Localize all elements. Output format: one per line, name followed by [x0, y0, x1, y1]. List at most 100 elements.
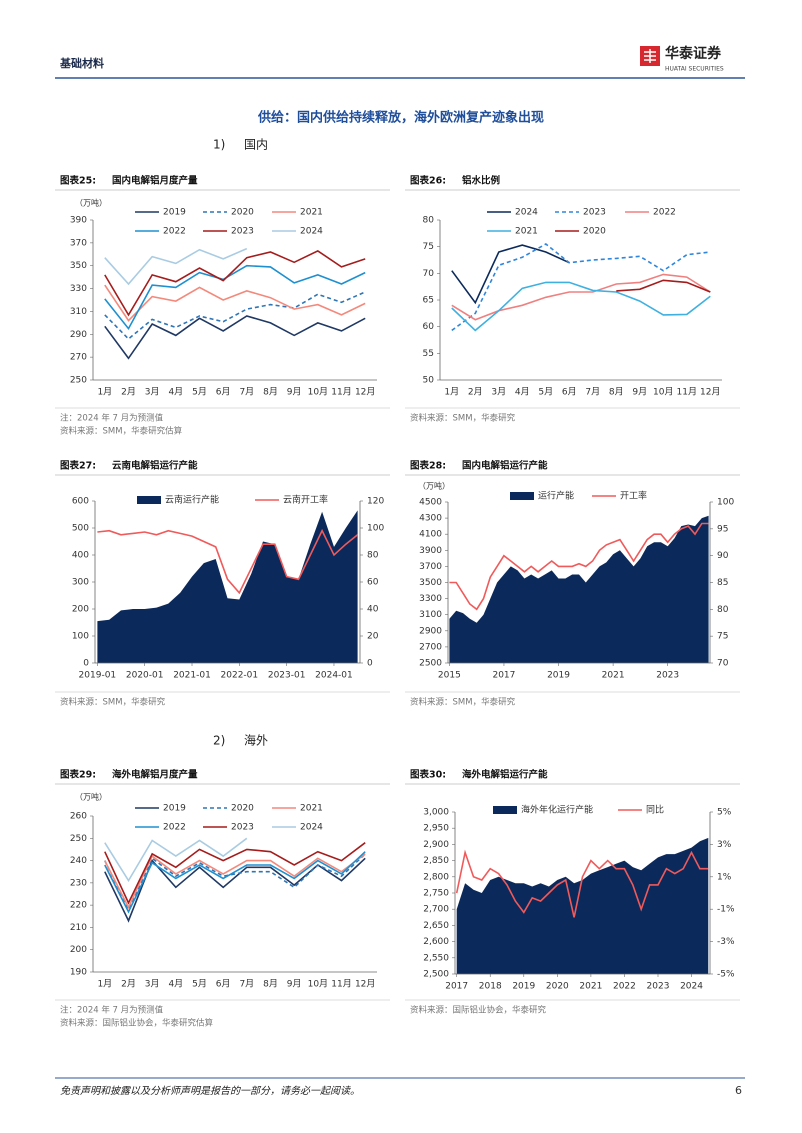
y2-tick-label: -5% [717, 970, 735, 980]
header-section: 基础材料 [59, 56, 104, 70]
x-tick-label: 4月 [168, 387, 183, 398]
x-tick-label: 2021 [579, 982, 602, 992]
x-tick-label: 6月 [216, 979, 231, 990]
y-tick-label: 2,900 [423, 840, 449, 850]
y2-tick-label: 100 [367, 524, 384, 534]
y-tick-label: 350 [70, 261, 87, 271]
area [97, 510, 358, 663]
x-tick-label: 2023-01 [268, 671, 306, 681]
figure-title: 铝水比例 [462, 175, 500, 187]
x-tick-label: 8月 [609, 387, 624, 398]
x-tick-label: 2020 [546, 982, 569, 992]
y2-tick-label: 40 [367, 605, 379, 615]
line [451, 281, 711, 332]
line [451, 244, 570, 305]
y-tick-label: 3100 [419, 610, 442, 620]
y-tick-label: 310 [70, 307, 87, 317]
legend-label: 云南开工率 [283, 494, 328, 506]
x-tick-label: 11月 [331, 387, 351, 398]
line [104, 315, 366, 360]
legend-label: 同比 [646, 804, 664, 816]
y2-tick-label: -1% [717, 905, 735, 915]
x-tick-label: 9月 [632, 387, 647, 398]
source: 资料来源：SMM，华泰研究估算 [60, 426, 183, 437]
legend-label: 2019 [163, 804, 186, 814]
y2-tick-label: 80 [717, 605, 729, 615]
legend-label: 运行产能 [538, 490, 574, 502]
x-tick-label: 2021 [602, 671, 625, 681]
y-tick-label: 60 [423, 322, 435, 332]
logo-mark [644, 49, 656, 63]
x-tick-label: 8月 [263, 979, 278, 990]
y-tick-label: 75 [423, 242, 434, 252]
y2-tick-label: -3% [717, 937, 735, 947]
x-tick-label: 2017 [445, 982, 468, 992]
x-tick-label: 2022-01 [221, 671, 259, 681]
legend-label: 2022 [163, 823, 186, 833]
y2-tick-label: 0 [367, 659, 373, 669]
y-tick-label: 65 [423, 296, 434, 306]
y-tick-label: 500 [72, 524, 89, 534]
y-tick-label: 4300 [419, 514, 442, 524]
x-tick-label: 2021-01 [173, 671, 211, 681]
x-tick-label: 2022 [613, 982, 636, 992]
y-tick-label: 220 [70, 901, 87, 911]
figure-label: 图表25: [60, 175, 96, 187]
line [104, 851, 366, 914]
source: 资料来源：国际铝业协会，华泰研究 [410, 1005, 547, 1016]
x-tick-label: 11月 [677, 387, 697, 398]
x-tick-label: 2024 [680, 982, 703, 992]
y-tick-label: 55 [423, 349, 434, 359]
figure-label: 图表28: [410, 460, 446, 472]
unit-label: （万吨） [75, 792, 107, 802]
y2-tick-label: 1% [717, 872, 732, 882]
y-tick-label: 330 [70, 284, 87, 294]
y2-tick-label: 80 [367, 551, 379, 561]
y-tick-label: 2,650 [423, 921, 449, 931]
x-tick-label: 1月 [97, 387, 112, 398]
x-tick-label: 1月 [97, 979, 112, 990]
line [104, 837, 248, 883]
figure-title: 国内电解铝月度产量 [112, 175, 198, 187]
x-tick-label: 7月 [239, 979, 254, 990]
legend-label: 2024 [300, 227, 323, 237]
line [104, 853, 366, 912]
y-tick-label: 3700 [419, 562, 442, 572]
y-tick-label: 3900 [419, 546, 442, 556]
x-tick-label: 9月 [287, 979, 302, 990]
y2-tick-label: 3% [717, 840, 732, 850]
source: 资料来源：SMM，华泰研究 [410, 413, 516, 424]
legend-label: 2020 [231, 804, 254, 814]
subheading-number: 1) [213, 138, 225, 152]
figure-label: 图表30: [410, 769, 446, 781]
note: 注：2024 年 7 月为预测值 [60, 1005, 164, 1016]
y-tick-label: 390 [70, 216, 87, 226]
line [104, 249, 366, 317]
legend-label: 2023 [231, 227, 254, 237]
x-tick-label: 11月 [331, 979, 351, 990]
figure-label: 图表27: [60, 460, 96, 472]
source: 资料来源：国际铝业协会，华泰研究估算 [60, 1018, 214, 1029]
y-tick-label: 250 [70, 376, 87, 386]
line [104, 842, 366, 905]
note: 注：2024 年 7 月为预测值 [60, 413, 164, 424]
y-tick-label: 80 [423, 216, 435, 226]
legend-label: 2022 [163, 227, 186, 237]
line [104, 291, 366, 340]
y-tick-label: 2,550 [423, 953, 449, 963]
x-tick-label: 12月 [355, 387, 375, 398]
y-tick-label: 2,750 [423, 889, 449, 899]
y-tick-label: 240 [70, 856, 87, 866]
x-tick-label: 2024-01 [315, 671, 353, 681]
y-tick-label: 2,950 [423, 824, 449, 834]
y-tick-label: 70 [423, 269, 435, 279]
y-tick-label: 4100 [419, 530, 442, 540]
legend-label: 2023 [583, 208, 606, 218]
line [616, 279, 711, 293]
x-tick-label: 2月 [121, 979, 136, 990]
y-tick-label: 4500 [419, 498, 442, 508]
legend-label: 云南运行产能 [165, 494, 219, 506]
y-tick-label: 2,700 [423, 905, 449, 915]
source: 资料来源：SMM，华泰研究 [410, 697, 516, 708]
x-tick-label: 1月 [444, 387, 459, 398]
